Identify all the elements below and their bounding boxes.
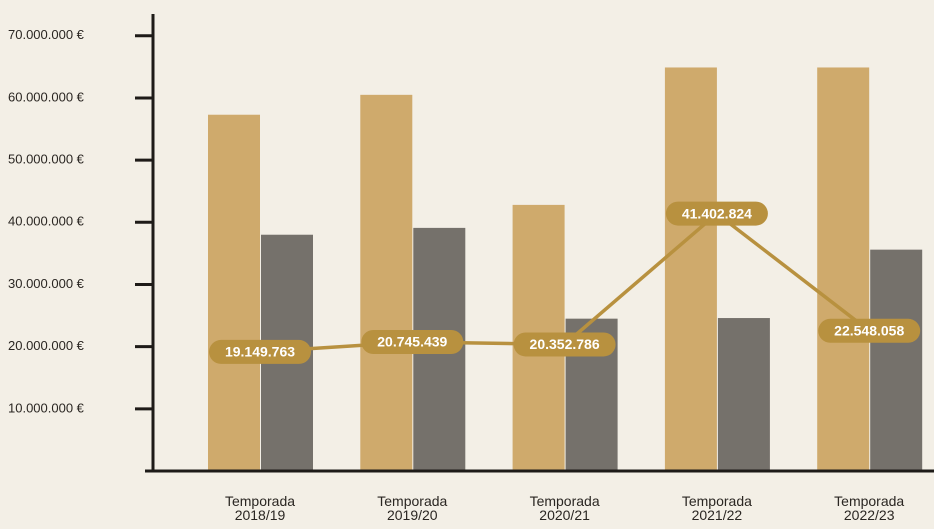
data-label-bg xyxy=(665,201,768,226)
data-label-bg xyxy=(818,318,921,343)
y-tick-label: 60.000.000 € xyxy=(8,89,85,104)
y-tick-label: 20.000.000 € xyxy=(8,338,85,353)
data-label: 41.402.824 xyxy=(682,205,752,221)
data-label: 22.548.058 xyxy=(834,323,904,339)
x-tick-label: Temporada 2021/22 xyxy=(681,493,752,523)
y-tick-label: 30.000.000 € xyxy=(8,276,85,291)
y-tick-label: 40.000.000 € xyxy=(8,214,85,229)
bar xyxy=(208,114,260,471)
bar xyxy=(664,67,717,471)
data-label-bg xyxy=(513,332,616,357)
data-label-bg xyxy=(209,339,311,364)
x-tick-label: Temporada 2019/20 xyxy=(377,493,448,523)
x-tick-label: Temporada 2018/19 xyxy=(224,493,296,523)
data-label-bg xyxy=(361,330,464,355)
bar xyxy=(717,318,770,471)
bar xyxy=(817,67,870,471)
x-tick-label: Temporada 2020/21 xyxy=(529,493,600,523)
y-tick-label: 70.000.000 € xyxy=(8,27,85,42)
bar xyxy=(360,94,413,472)
y-tick-label: 50.000.000 € xyxy=(8,152,85,167)
data-label: 19.149.763 xyxy=(225,344,295,360)
data-label: 20.352.786 xyxy=(530,336,600,352)
bar xyxy=(870,249,923,471)
data-label: 20.745.439 xyxy=(377,334,447,350)
x-tick-label: Temporada 2022/23 xyxy=(834,493,905,523)
y-tick-label: 10.000.000 € xyxy=(8,400,85,415)
